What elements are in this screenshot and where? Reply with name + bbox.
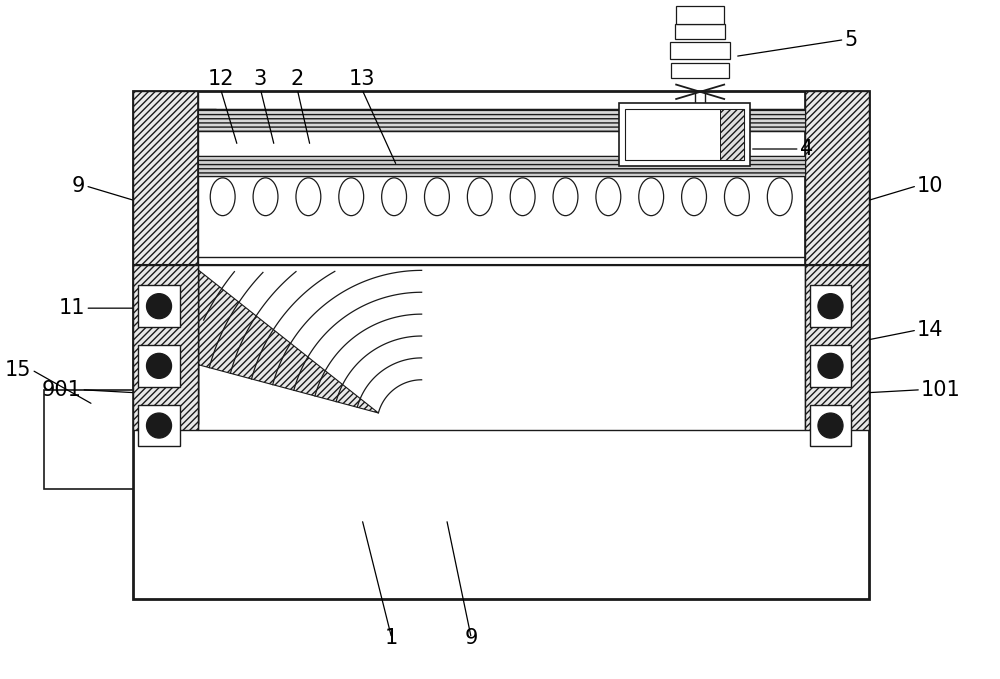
Circle shape: [146, 353, 172, 378]
Bar: [138, 285, 180, 327]
Bar: [198, 156, 805, 176]
Bar: [133, 91, 869, 599]
Bar: [619, 103, 750, 166]
Text: 13: 13: [349, 69, 375, 90]
Ellipse shape: [510, 178, 535, 216]
Bar: [805, 91, 869, 265]
Ellipse shape: [724, 178, 749, 216]
Ellipse shape: [339, 178, 364, 216]
Bar: [810, 405, 851, 446]
Ellipse shape: [425, 178, 449, 216]
Text: 5: 5: [844, 30, 858, 50]
Text: 901: 901: [42, 380, 81, 400]
Text: 12: 12: [207, 69, 234, 90]
Bar: [676, 5, 724, 24]
Ellipse shape: [596, 178, 621, 216]
Bar: [625, 109, 744, 160]
Bar: [671, 63, 729, 78]
Bar: [198, 109, 805, 131]
Ellipse shape: [382, 178, 407, 216]
Bar: [44, 390, 133, 489]
Ellipse shape: [296, 178, 321, 216]
Ellipse shape: [253, 178, 278, 216]
Text: 1: 1: [385, 629, 398, 648]
Bar: [720, 109, 744, 160]
Polygon shape: [188, 270, 378, 424]
Text: 15: 15: [5, 360, 32, 380]
Text: 11: 11: [59, 298, 85, 318]
Bar: [138, 345, 180, 387]
Circle shape: [146, 293, 172, 318]
Text: 4: 4: [800, 139, 813, 159]
Ellipse shape: [467, 178, 492, 216]
Circle shape: [818, 353, 843, 378]
Ellipse shape: [639, 178, 664, 216]
Bar: [133, 265, 198, 430]
Text: 101: 101: [921, 380, 961, 400]
Text: 9: 9: [465, 629, 478, 648]
Text: 9: 9: [72, 176, 85, 196]
Bar: [675, 24, 725, 39]
Circle shape: [146, 413, 172, 438]
Bar: [810, 285, 851, 327]
Bar: [138, 405, 180, 446]
Bar: [133, 91, 198, 265]
Circle shape: [818, 293, 843, 318]
Bar: [810, 345, 851, 387]
Text: 10: 10: [917, 176, 944, 196]
Bar: [198, 265, 805, 430]
Ellipse shape: [210, 178, 235, 216]
Text: 2: 2: [291, 69, 304, 90]
Ellipse shape: [553, 178, 578, 216]
Ellipse shape: [767, 178, 792, 216]
Text: 3: 3: [254, 69, 267, 90]
Bar: [805, 265, 869, 430]
Ellipse shape: [682, 178, 706, 216]
Text: 14: 14: [917, 320, 944, 340]
Circle shape: [818, 413, 843, 438]
Bar: [670, 41, 730, 60]
